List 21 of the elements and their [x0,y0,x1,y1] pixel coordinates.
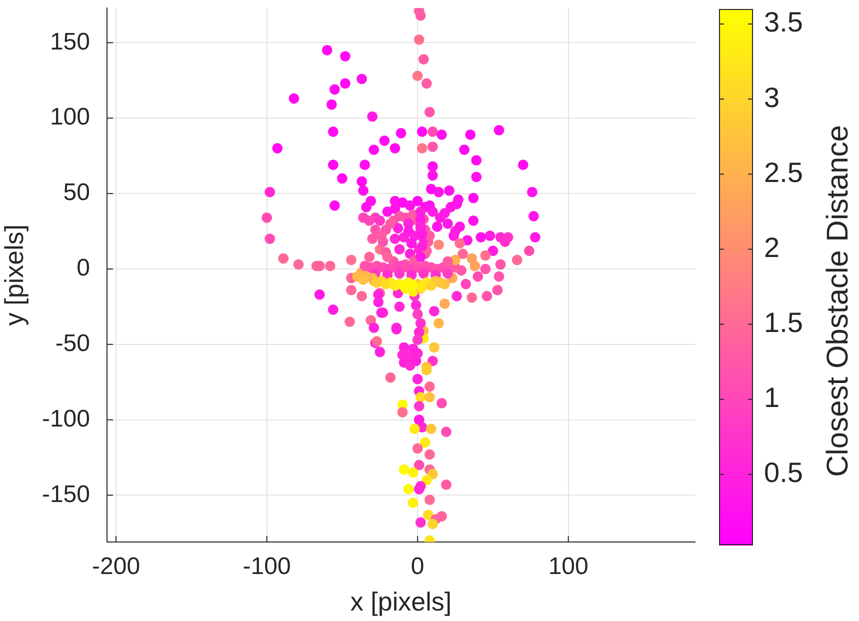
x-tick-label: 0 [410,553,424,580]
x-axis-title: x [pixels] [350,586,452,617]
color-bar-label: 2.5 [764,156,803,188]
x-tick-label: 100 [548,553,588,580]
color-bar-label: 1.5 [764,307,803,338]
color-bar-label: 0.5 [764,457,803,488]
y-tick-label: -100 [42,405,90,432]
y-axis-title: y [pixels] [0,224,29,326]
color-bar-label: 2 [764,232,780,263]
color-bar-label: 3 [764,82,780,113]
y-tick-label: -150 [42,480,90,508]
y-tick-label: 100 [50,104,90,131]
color-bar-title: Closest Obstacle Distance [821,125,854,477]
color-bar-label: 3.5 [764,6,803,38]
x-tick-label: -100 [242,553,291,580]
x-tick-label: -200 [92,553,140,580]
y-tick-label: 0 [76,254,90,282]
y-tick-label: -50 [55,330,90,358]
y-tick-label: 150 [50,28,90,56]
y-tick-label: 50 [63,179,90,206]
color-bar-label: 1 [764,382,780,414]
